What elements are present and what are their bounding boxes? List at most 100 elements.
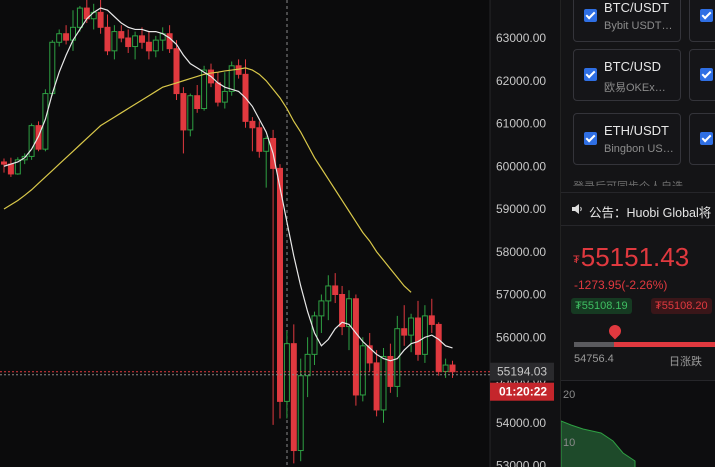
depth-axis-label: 10 bbox=[563, 437, 576, 449]
price-tick-label: 53000.00 bbox=[496, 459, 546, 467]
candle-body bbox=[42, 93, 49, 150]
checkbox-icon[interactable] bbox=[584, 132, 597, 145]
candle-body bbox=[283, 343, 290, 402]
candle-body bbox=[311, 315, 318, 355]
candle-body bbox=[304, 353, 311, 377]
candle-body bbox=[56, 33, 63, 43]
candle-body bbox=[104, 26, 111, 52]
candle-body bbox=[256, 127, 263, 152]
candle-body bbox=[352, 298, 359, 396]
candle-body bbox=[187, 95, 194, 131]
watch-card-btc-usdt[interactable]: BTC/USDT Bybit USDT… bbox=[573, 0, 681, 42]
card-symbol: BTC/USDT bbox=[604, 0, 669, 15]
card-exchange: 欧易OKEx… bbox=[604, 82, 666, 94]
watch-card-partial[interactable] bbox=[689, 0, 715, 42]
price-tick-label: 54000.00 bbox=[496, 416, 546, 430]
candle-body bbox=[125, 37, 132, 48]
candle-body bbox=[152, 39, 159, 52]
bid-price-badge: ₮55108.19 bbox=[571, 298, 632, 314]
candle-body bbox=[214, 82, 221, 103]
candle-body bbox=[442, 364, 449, 372]
daily-change-label: 日涨跌 bbox=[669, 356, 702, 368]
candle-body bbox=[297, 375, 304, 452]
candle-body bbox=[366, 345, 373, 364]
daily-range-bar-low bbox=[574, 342, 614, 347]
watch-card-btc-usd[interactable]: BTC/USD 欧易OKEx… bbox=[573, 49, 681, 101]
candle-body bbox=[28, 125, 35, 157]
candle-body bbox=[63, 33, 70, 41]
daily-range-bar bbox=[574, 342, 715, 347]
checkbox-icon[interactable] bbox=[700, 9, 713, 22]
price-tick-label: 61000.00 bbox=[496, 117, 546, 131]
speaker-icon bbox=[572, 204, 582, 214]
candle-body bbox=[221, 90, 228, 103]
currency-symbol: ₮ bbox=[573, 254, 580, 266]
candle-body bbox=[318, 300, 325, 317]
chart-canvas[interactable]: 63000.00 62000.00 61000.00 60000.00 59000.00… bbox=[0, 0, 560, 467]
countdown-label: 01:20:22 bbox=[499, 385, 547, 399]
candle-body bbox=[401, 328, 408, 336]
card-symbol: BTC/USD bbox=[604, 59, 662, 74]
candle-body bbox=[173, 48, 180, 95]
login-sync-hint[interactable]: 登录后可同步个人自选 bbox=[573, 178, 683, 186]
last-price: ₮55151.43 bbox=[573, 242, 689, 273]
range-marker-icon bbox=[606, 322, 624, 340]
last-price-value: 55151.43 bbox=[580, 242, 690, 272]
checkbox-icon[interactable] bbox=[584, 68, 597, 81]
depth-chart[interactable]: 20 10 bbox=[561, 380, 715, 467]
announcement-text: 公告：Huobi Global将 bbox=[589, 206, 712, 220]
daily-low-value: 54756.4 bbox=[574, 353, 614, 365]
candle-body bbox=[14, 159, 21, 175]
candle-body bbox=[263, 137, 270, 152]
candle-body bbox=[449, 364, 456, 373]
candle-body bbox=[408, 317, 415, 336]
candle-body bbox=[415, 317, 421, 355]
announcement-bar[interactable]: 公告：Huobi Global将 bbox=[561, 192, 715, 226]
candle-body bbox=[139, 35, 145, 43]
candle-body bbox=[428, 315, 435, 325]
candle-body bbox=[111, 31, 118, 52]
depth-axis-label: 20 bbox=[563, 389, 576, 401]
price-tick-label: 62000.00 bbox=[496, 74, 546, 88]
candle-body bbox=[228, 65, 235, 92]
candle-body bbox=[194, 95, 201, 110]
current-price-label: 55194.03 bbox=[497, 365, 547, 379]
current-price-label-bg bbox=[490, 362, 554, 381]
ma-short-line bbox=[3, 7, 453, 362]
price-tick-label: 58000.00 bbox=[496, 245, 546, 259]
depth-chart-canvas bbox=[561, 420, 636, 467]
price-tick-label: 63000.00 bbox=[496, 31, 546, 45]
watch-card-eth-usdt[interactable]: ETH/USDT Bingbon US… bbox=[573, 113, 681, 165]
checkbox-icon[interactable] bbox=[700, 68, 713, 81]
price-tick-label: 60000.00 bbox=[496, 159, 546, 173]
candlestick-chart[interactable]: 63000.00 62000.00 61000.00 60000.00 59000.00… bbox=[0, 0, 560, 467]
price-change: -1273.95(-2.26%) bbox=[574, 278, 668, 292]
candle-body bbox=[325, 285, 332, 302]
candle-body bbox=[373, 362, 380, 411]
card-exchange: Bybit USDT… bbox=[604, 20, 673, 32]
candle-body bbox=[249, 120, 256, 129]
candle-body bbox=[332, 285, 339, 296]
candle-body bbox=[346, 298, 352, 328]
candle-body bbox=[235, 65, 242, 75]
candle-body bbox=[394, 328, 401, 387]
candle-body bbox=[145, 41, 152, 52]
checkbox-icon[interactable] bbox=[700, 132, 713, 145]
candle-body bbox=[421, 315, 428, 355]
candle-body bbox=[435, 323, 442, 372]
price-tick-label: 56000.00 bbox=[496, 330, 546, 344]
candle-body bbox=[339, 294, 346, 328]
candle-body bbox=[201, 69, 208, 110]
candle-body bbox=[277, 167, 283, 402]
watch-card-partial[interactable] bbox=[689, 49, 715, 101]
candle-body bbox=[7, 163, 14, 175]
watch-card-partial[interactable] bbox=[689, 113, 715, 165]
countdown-label-bg bbox=[490, 382, 554, 401]
candle-body bbox=[359, 345, 366, 396]
checkbox-icon[interactable] bbox=[584, 9, 597, 22]
price-tick-label: 59000.00 bbox=[496, 202, 546, 216]
candle-body bbox=[97, 11, 104, 28]
ask-price-badge: ₮55108.20 bbox=[651, 298, 712, 314]
candle-body bbox=[118, 31, 125, 39]
card-exchange: Bingbon US… bbox=[604, 143, 674, 155]
